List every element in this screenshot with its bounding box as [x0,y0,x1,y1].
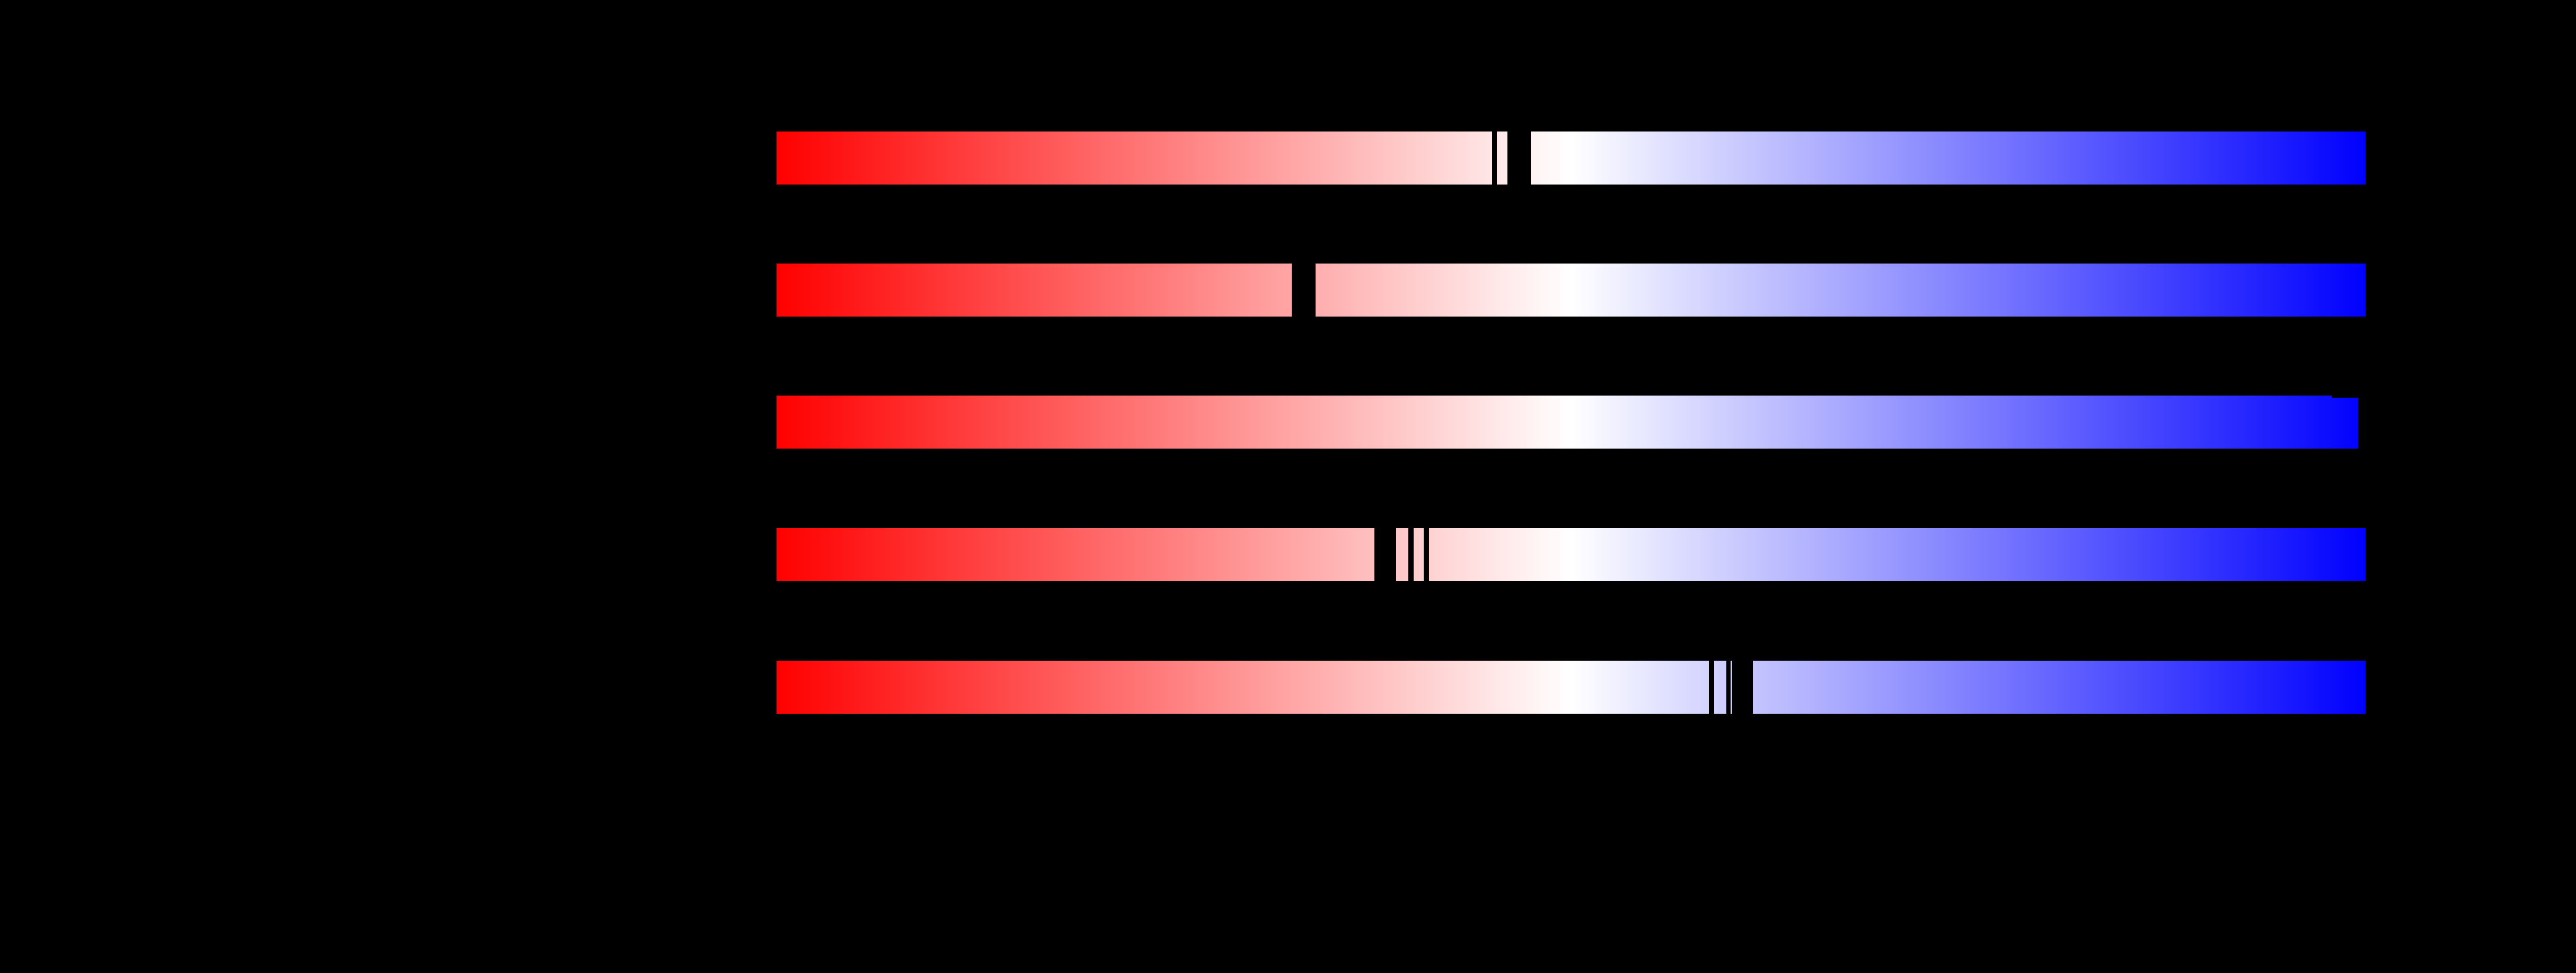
tick-mark [1709,661,1714,714]
tick-mark [1492,132,1497,185]
gradient-bar-3 [777,396,2332,449]
gap-mark [1374,528,1396,581]
tick-mark [1408,528,1414,581]
gap-mark [1292,264,1316,317]
gradient-bar-5 [777,661,2366,714]
tick-mark [1726,661,1731,714]
gradient-bar-1 [777,132,2366,185]
gradient-bar-4 [777,528,2366,581]
tick-mark [1424,528,1429,581]
offset-bar-segment [2332,398,2358,449]
gap-mark [1507,132,1531,185]
gap-mark [1732,661,1753,714]
gradient-bar-2 [777,264,2366,317]
